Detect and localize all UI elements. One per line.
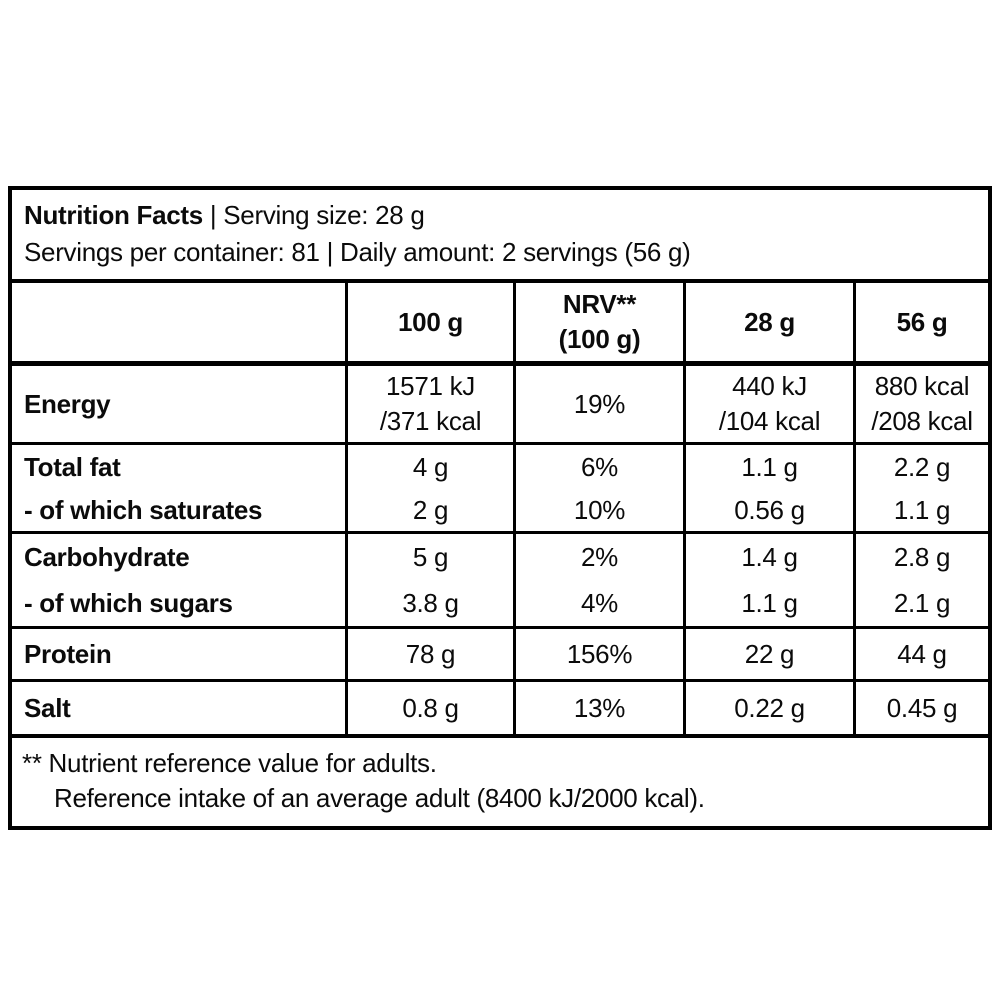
- row-label-saturates: - of which saturates: [24, 494, 263, 525]
- cell-value: /208 kcal: [871, 406, 973, 436]
- column-header-56g: 56 g: [853, 283, 988, 361]
- protein-nrv-cell: 156%: [513, 629, 683, 679]
- table-row-salt: Salt 0.8 g 13% 0.22 g 0.45 g: [12, 679, 988, 734]
- cell-value: 1571 kJ: [386, 371, 475, 401]
- energy-56g-cell: 880 kcal /208 kcal: [853, 366, 988, 442]
- table-row-carbohydrate: Carbohydrate 5 g 2% 1.4 g 2.8 g: [12, 531, 988, 580]
- cell-value: /371 kcal: [379, 406, 482, 436]
- nutrition-facts-title: Nutrition Facts: [24, 200, 203, 230]
- energy-28g-cell: 440 kJ /104 kcal: [683, 366, 853, 442]
- protein-100g-cell: 78 g: [345, 629, 513, 679]
- nrv-header-line2: (100 g): [558, 324, 641, 354]
- row-label-sugars: - of which sugars: [24, 588, 233, 618]
- saturates-28g-cell: 0.56 g: [683, 488, 853, 531]
- table-row-energy: Energy 1571 kJ /371 kcal 19% 440 kJ /104…: [12, 366, 988, 442]
- table-row-protein: Protein 78 g 156% 22 g 44 g: [12, 626, 988, 679]
- table-row-total-fat: Total fat 4 g 6% 1.1 g 2.2 g: [12, 442, 988, 488]
- column-header-28g: 28 g: [683, 283, 853, 361]
- carbohydrate-100g-cell: 5 g: [345, 534, 513, 580]
- sugars-100g-cell: 3.8 g: [345, 580, 513, 626]
- nrv-header-line1: NRV**: [562, 289, 637, 319]
- row-label-salt: Salt: [24, 693, 71, 723]
- protein-56g-cell: 44 g: [853, 629, 988, 679]
- column-header-100g: 100 g: [345, 283, 513, 361]
- header-line-2: Servings per container: 81 | Daily amoun…: [24, 237, 691, 267]
- sugars-nrv-cell: 4%: [513, 580, 683, 626]
- carbohydrate-28g-cell: 1.4 g: [683, 534, 853, 580]
- column-header-nrv: NRV** (100 g): [513, 283, 683, 361]
- salt-56g-cell: 0.45 g: [853, 682, 988, 734]
- salt-28g-cell: 0.22 g: [683, 682, 853, 734]
- table-row-saturates: - of which saturates 2 g 10% 0.56 g 1.1 …: [12, 488, 988, 531]
- salt-nrv-cell: 13%: [513, 682, 683, 734]
- saturates-56g-cell: 1.1 g: [853, 488, 988, 531]
- saturates-100g-cell: 2 g: [345, 488, 513, 531]
- sugars-56g-cell: 2.1 g: [853, 580, 988, 626]
- footnote-line-2: Reference intake of an average adult (84…: [54, 783, 705, 813]
- table-row-sugars: - of which sugars 3.8 g 4% 1.1 g 2.1 g: [12, 580, 988, 626]
- row-label-total-fat: Total fat: [24, 451, 121, 482]
- column-header-empty: [12, 283, 345, 361]
- total-fat-28g-cell: 1.1 g: [683, 445, 853, 488]
- salt-100g-cell: 0.8 g: [345, 682, 513, 734]
- protein-28g-cell: 22 g: [683, 629, 853, 679]
- energy-nrv-cell: 19%: [513, 366, 683, 442]
- row-label-carbohydrate: Carbohydrate: [24, 542, 190, 572]
- total-fat-56g-cell: 2.2 g: [853, 445, 988, 488]
- carbohydrate-56g-cell: 2.8 g: [853, 534, 988, 580]
- cell-value: /104 kcal: [718, 406, 821, 436]
- label-header: Nutrition Facts | Serving size: 28 g Ser…: [12, 190, 988, 283]
- serving-size-text: | Serving size: 28 g: [209, 200, 425, 230]
- column-header-row: 100 g NRV** (100 g) 28 g 56 g: [12, 283, 988, 366]
- footnote-line-1: ** Nutrient reference value for adults.: [22, 748, 437, 778]
- total-fat-100g-cell: 4 g: [345, 445, 513, 488]
- saturates-nrv-cell: 10%: [513, 488, 683, 531]
- nutrition-facts-table: Nutrition Facts | Serving size: 28 g Ser…: [8, 186, 992, 830]
- energy-100g-cell: 1571 kJ /371 kcal: [345, 366, 513, 442]
- row-label-energy: Energy: [24, 389, 111, 419]
- header-line-1: Nutrition Facts | Serving size: 28 g: [24, 197, 976, 234]
- row-label-protein: Protein: [24, 639, 112, 669]
- carbohydrate-nrv-cell: 2%: [513, 534, 683, 580]
- footnote: ** Nutrient reference value for adults. …: [12, 734, 988, 826]
- cell-value: 880 kcal: [874, 371, 970, 401]
- sugars-28g-cell: 1.1 g: [683, 580, 853, 626]
- total-fat-nrv-cell: 6%: [513, 445, 683, 488]
- cell-value: 440 kJ: [732, 371, 807, 401]
